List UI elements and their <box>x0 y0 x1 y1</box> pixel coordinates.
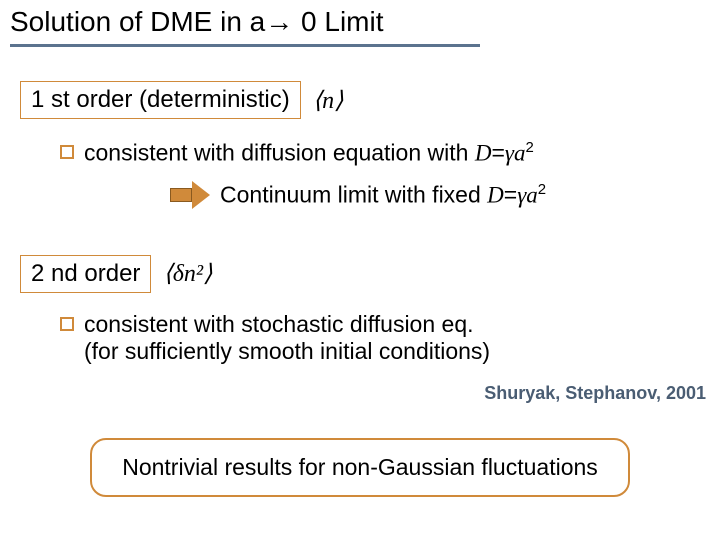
title-underline <box>10 44 480 47</box>
formula-D: D <box>475 141 492 166</box>
bullet-2-line2: (for sufficiently smooth initial conditi… <box>84 338 490 365</box>
section-1: 1 st order (deterministic) ⟨n⟩ <box>0 81 720 119</box>
bullet-square-icon <box>60 317 74 331</box>
slide-title-block: Solution of DME in a→ 0 Limit <box>0 0 720 42</box>
section-2-expr: ⟨δn²⟩ <box>163 259 212 288</box>
formula-exp: 2 <box>525 139 533 156</box>
arrow-a: a <box>526 182 538 207</box>
result-text: Nontrivial results for non-Gaussian fluc… <box>122 454 598 480</box>
formula-eq: = <box>491 140 504 166</box>
arrow-gamma: γ <box>517 182 526 207</box>
bullet-1-pre: consistent with diffusion equation with <box>84 140 475 166</box>
arrow-row: Continuum limit with fixed D=γa2 <box>170 181 720 209</box>
bullet-2-line1: consistent with stochastic diffusion eq. <box>84 311 490 338</box>
bullet-1: consistent with diffusion equation with … <box>60 139 720 167</box>
section-2-label: 2 nd order <box>20 255 151 293</box>
arrow-pre: Continuum limit with fixed <box>220 181 487 207</box>
arrow-D: D <box>487 182 504 207</box>
arrow-eq: = <box>504 181 517 207</box>
bullet-square-icon <box>60 145 74 159</box>
arrow-exp: 2 <box>538 181 546 198</box>
bullet-2-text: consistent with stochastic diffusion eq.… <box>84 311 490 365</box>
formula-gamma: γ <box>505 141 514 166</box>
section-2: 2 nd order ⟨δn²⟩ <box>0 255 720 293</box>
slide-title: Solution of DME in a→ 0 Limit <box>10 6 384 37</box>
result-box: Nontrivial results for non-Gaussian fluc… <box>90 438 630 497</box>
bullet-2: consistent with stochastic diffusion eq.… <box>60 311 720 365</box>
citation: Shuryak, Stephanov, 2001 <box>0 383 706 404</box>
section-1-label: 1 st order (deterministic) <box>20 81 301 119</box>
formula-a: a <box>514 141 526 166</box>
bullet-1-text: consistent with diffusion equation with … <box>84 139 534 167</box>
arrow-text: Continuum limit with fixed D=γa2 <box>220 181 546 209</box>
arrow-icon <box>170 181 212 209</box>
section-1-expr: ⟨n⟩ <box>313 86 344 115</box>
